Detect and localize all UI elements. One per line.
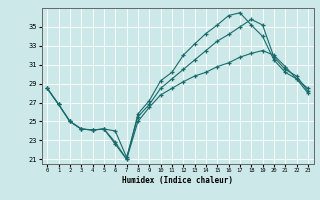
X-axis label: Humidex (Indice chaleur): Humidex (Indice chaleur) <box>122 176 233 185</box>
